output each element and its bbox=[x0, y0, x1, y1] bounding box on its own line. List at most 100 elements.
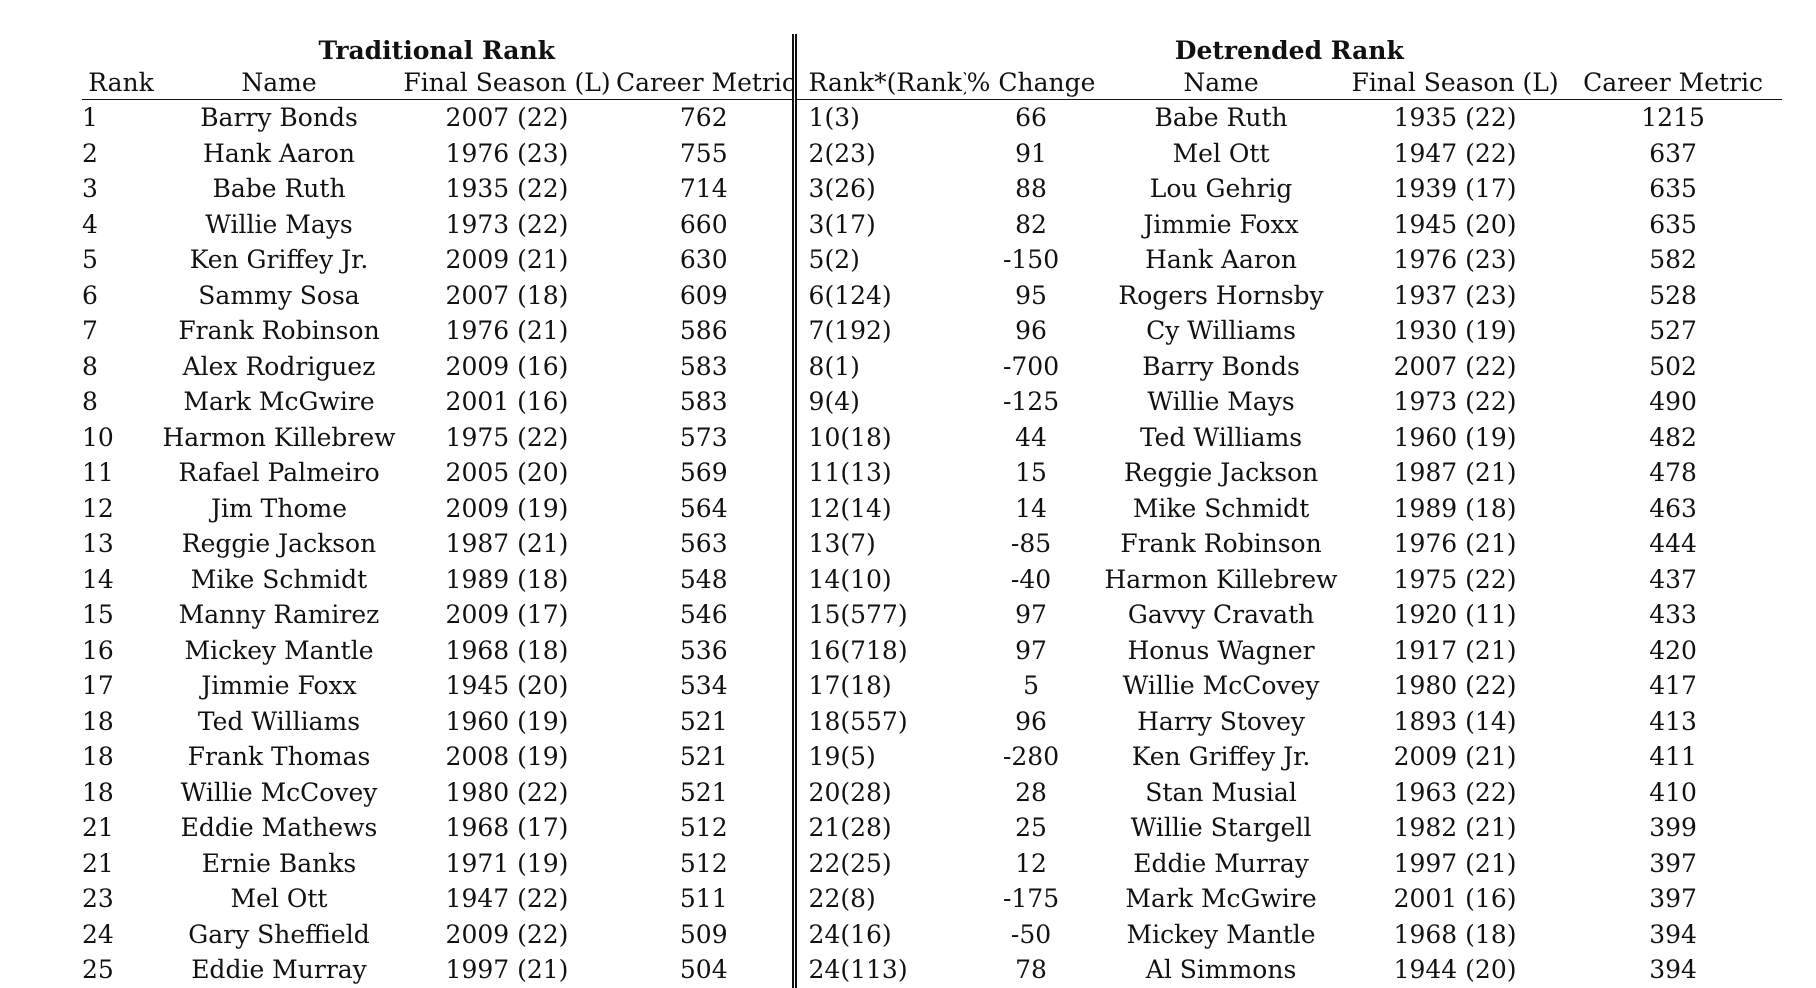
rank-cell: 21 bbox=[82, 813, 114, 842]
table-row: 18 Frank Thomas 2008 (19) 521 19(5) -280 Ken G… bbox=[82, 739, 1782, 775]
detrended-career-metric-cell: 1215 bbox=[1641, 103, 1705, 132]
detrended-final-season-cell: 1944 (20) bbox=[1393, 955, 1517, 984]
name-cell: Jimmie Foxx bbox=[201, 671, 357, 700]
name-cell: Ernie Banks bbox=[201, 848, 357, 878]
table-row: 25 Eddie Murray 1997 (21) 504 24(113) 78 Al Si… bbox=[82, 952, 1782, 988]
ranking-table-container: Traditional Rank Detrended Rank Rank Nam… bbox=[82, 34, 1783, 988]
pct-change-cell: -150 bbox=[1002, 245, 1060, 274]
pct-change-cell: 44 bbox=[1015, 422, 1047, 452]
final-season-cell: 2009 (19) bbox=[445, 493, 569, 523]
name-cell: Alex Rodriguez bbox=[182, 351, 376, 381]
final-season-cell: 1935 (22) bbox=[445, 174, 569, 203]
career-metric-cell: 509 bbox=[616, 916, 797, 952]
rank-cell: 13 bbox=[82, 529, 114, 558]
career-metric-cell: 660 bbox=[616, 206, 797, 242]
name-cell: Willie McCovey bbox=[180, 777, 378, 807]
rank-star-cell: 6(124) bbox=[808, 280, 892, 310]
table-row: 16 Mickey Mantle 1968 (18) 536 16(718) 97 Honu… bbox=[82, 632, 1782, 668]
rank-cell: 18 bbox=[82, 706, 114, 736]
career-metric-cell: 521 bbox=[616, 703, 797, 739]
table-row: 13 Reggie Jackson 1987 (21) 563 13(7) -85 Fran… bbox=[82, 526, 1782, 562]
career-metric-cell: 548 bbox=[616, 561, 797, 597]
detrended-career-metric-cell: 420 bbox=[1649, 635, 1697, 665]
detrended-career-metric-cell: 502 bbox=[1649, 351, 1697, 381]
detrended-career-metric-cell: 397 bbox=[1649, 848, 1697, 878]
name-cell: Gary Sheffield bbox=[188, 919, 370, 949]
final-season-cell: 2008 (19) bbox=[445, 742, 569, 771]
rank-star-cell: 3(26) bbox=[808, 174, 876, 203]
table-row: 2 Hank Aaron 1976 (23) 755 2(23) 91 Mel Ott 194… bbox=[82, 135, 1782, 171]
ranking-table: Traditional Rank Detrended Rank Rank Nam… bbox=[82, 34, 1783, 988]
detrended-final-season-cell: 1947 (22) bbox=[1393, 138, 1517, 168]
table-row: 6 Sammy Sosa 2007 (18) 609 6(124) 95 Rogers Ho… bbox=[82, 277, 1782, 313]
career-metric-cell: 714 bbox=[616, 171, 797, 207]
career-metric-cell: 563 bbox=[616, 526, 797, 562]
detrended-name-cell: Mike Schmidt bbox=[1132, 493, 1310, 523]
pct-change-cell: -85 bbox=[1010, 529, 1052, 558]
rank-star-cell: 21(28) bbox=[808, 813, 892, 842]
rank-star-cell: 19(5) bbox=[808, 742, 876, 771]
rank-cell: 14 bbox=[82, 564, 114, 594]
detrended-career-metric-cell: 482 bbox=[1649, 422, 1697, 452]
detrended-name-column-header: Name bbox=[1096, 67, 1347, 100]
rank-star-cell: 8(1) bbox=[808, 351, 860, 381]
pct-change-cell: 97 bbox=[1015, 600, 1047, 629]
table-row: 17 Jimmie Foxx 1945 (20) 534 17(18) 5 Willie M… bbox=[82, 668, 1782, 704]
detrended-career-metric-cell: 635 bbox=[1649, 209, 1697, 239]
final-season-cell: 2009 (17) bbox=[445, 600, 569, 629]
detrended-name-cell: Frank Robinson bbox=[1120, 529, 1322, 558]
pct-change-cell: 66 bbox=[1015, 103, 1047, 132]
detrended-career-metric-cell: 528 bbox=[1649, 280, 1697, 310]
final-season-cell: 1989 (18) bbox=[445, 564, 569, 594]
detrended-name-cell: Willie Mays bbox=[1147, 387, 1295, 416]
detrended-career-metric-cell: 410 bbox=[1649, 777, 1697, 807]
career-metric-cell: 536 bbox=[616, 632, 797, 668]
name-cell: Sammy Sosa bbox=[198, 280, 360, 310]
final-season-cell: 1960 (19) bbox=[445, 706, 569, 736]
rank-cell: 1 bbox=[82, 103, 98, 132]
pct-change-cell: 14 bbox=[1015, 493, 1047, 523]
detrended-final-season-cell: 1930 (19) bbox=[1393, 316, 1517, 345]
detrended-final-season-cell: 1893 (14) bbox=[1393, 706, 1517, 736]
rank-star-cell: 17(18) bbox=[808, 671, 892, 700]
table-row: 12 Jim Thome 2009 (19) 564 12(14) 14 Mike Schm… bbox=[82, 490, 1782, 526]
traditional-rank-header: Traditional Rank bbox=[82, 34, 797, 67]
rank-star-cell: 2(23) bbox=[808, 138, 876, 168]
career-metric-cell: 521 bbox=[616, 739, 797, 775]
table-row: 21 Ernie Banks 1971 (19) 512 22(25) 12 Eddie M… bbox=[82, 845, 1782, 881]
table-row: 10 Harmon Killebrew 1975 (22) 573 10(18) 44 Te… bbox=[82, 419, 1782, 455]
final-season-cell: 1973 (22) bbox=[445, 209, 569, 239]
final-season-cell: 1980 (22) bbox=[445, 777, 569, 807]
table-row: 11 Rafael Palmeiro 2005 (20) 569 11(13) 15 Reg… bbox=[82, 455, 1782, 491]
name-cell: Mickey Mantle bbox=[184, 635, 374, 665]
detrended-name-cell: Mickey Mantle bbox=[1126, 919, 1316, 949]
pct-change-cell: 96 bbox=[1015, 316, 1047, 345]
pct-change-column-header: % Change bbox=[966, 67, 1097, 100]
rank-star-cell: 7(192) bbox=[808, 316, 892, 345]
final-season-cell: 2007 (22) bbox=[445, 103, 569, 132]
detrended-career-metric-cell: 444 bbox=[1649, 529, 1697, 558]
pct-change-cell: -125 bbox=[1002, 387, 1060, 416]
detrended-final-season-cell: 1963 (22) bbox=[1393, 777, 1517, 807]
name-column-header: Name bbox=[160, 67, 398, 100]
rank-star-cell: 20(28) bbox=[808, 777, 892, 807]
table-row: 8 Mark McGwire 2001 (16) 583 9(4) -125 Willie … bbox=[82, 384, 1782, 420]
detrended-name-cell: Barry Bonds bbox=[1142, 351, 1300, 381]
rank-star-cell: 16(718) bbox=[808, 635, 908, 665]
detrended-rank-header: Detrended Rank bbox=[1174, 36, 1404, 65]
table-row: 8 Alex Rodriguez 2009 (16) 583 8(1) -700 Barry… bbox=[82, 348, 1782, 384]
detrended-name-cell: Lou Gehrig bbox=[1149, 174, 1293, 203]
final-season-cell: 2005 (20) bbox=[445, 458, 569, 487]
rank-star-column-header: Rank*(Rank) bbox=[794, 67, 967, 100]
detrended-final-season-cell: 1980 (22) bbox=[1393, 671, 1517, 700]
detrended-name-cell: Cy Williams bbox=[1146, 316, 1296, 345]
rank-cell: 7 bbox=[82, 316, 98, 345]
detrended-career-metric-cell: 527 bbox=[1649, 316, 1697, 345]
table-row: 18 Willie McCovey 1980 (22) 521 20(28) 28 Stan… bbox=[82, 774, 1782, 810]
rank-cell: 23 bbox=[82, 884, 114, 913]
detrended-career-metric-cell: 417 bbox=[1649, 671, 1697, 700]
name-cell: Jim Thome bbox=[211, 493, 347, 523]
final-season-cell: 1976 (23) bbox=[445, 138, 569, 168]
detrended-name-cell: Reggie Jackson bbox=[1123, 458, 1319, 487]
final-season-cell: 2009 (21) bbox=[445, 245, 569, 274]
